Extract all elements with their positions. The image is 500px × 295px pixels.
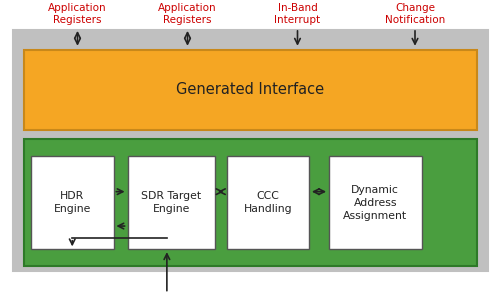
Bar [12, 30, 488, 271]
Bar [24, 50, 476, 130]
Text: HDR
Engine: HDR Engine [54, 191, 91, 214]
Text: Application
Registers: Application Registers [158, 3, 217, 25]
Text: CCC
Handling: CCC Handling [244, 191, 292, 214]
Text: In-Band
Interrupt: In-Band Interrupt [274, 3, 320, 25]
Bar [329, 156, 422, 249]
Text: Change
Notification: Change Notification [385, 3, 445, 25]
Bar [226, 156, 309, 249]
Bar [24, 139, 476, 266]
Bar [31, 156, 114, 249]
Text: SDR Target
Engine: SDR Target Engine [141, 191, 202, 214]
Text: Generated Interface: Generated Interface [176, 83, 324, 97]
Text: Application
Registers: Application Registers [48, 3, 107, 25]
Bar [128, 156, 215, 249]
Text: Dynamic
Address
Assignment: Dynamic Address Assignment [343, 185, 407, 221]
